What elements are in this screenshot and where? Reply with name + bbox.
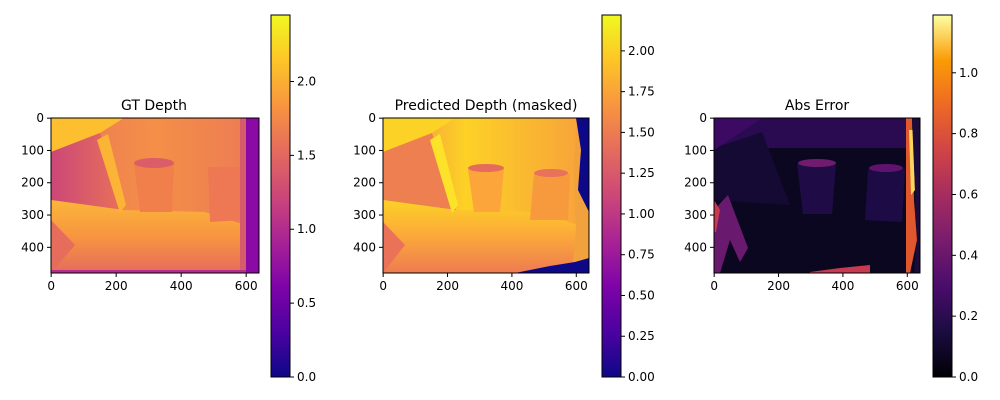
predicted-depth-colorbar-tick-label: 0.50 (628, 288, 655, 302)
predicted-depth-y-tick-label: 0 (368, 111, 376, 125)
gt-depth-image (51, 118, 259, 273)
abs-error-frame (713, 117, 921, 274)
abs-error-x-axis: 0 200 400 600 (710, 273, 919, 293)
gt-depth-colorbar-tick-label: 1.0 (297, 222, 316, 236)
gt-depth-panel: GT Depth 0 200 400 600 0 100 200 300 400 0.0 0.5… (21, 14, 316, 384)
predicted-depth-y-axis: 0 100 200 300 400 (353, 111, 383, 254)
abs-error-y-tick-label: 300 (684, 208, 707, 222)
abs-error-colorbar: 0.0 0.2 0.4 0.6 0.8 1.0 (932, 14, 978, 384)
gt-depth-x-tick-label: 200 (105, 279, 128, 293)
gt-depth-colorbar-ticks: 0.0 0.5 1.0 1.5 2.0 (290, 74, 316, 384)
gt-depth-y-axis: 0 100 200 300 400 (21, 111, 51, 254)
predicted-depth-x-tick-label: 200 (436, 279, 459, 293)
abs-error-colorbar-tick-label: 0.2 (959, 309, 978, 323)
predicted-depth-x-tick-label: 400 (500, 279, 523, 293)
predicted-depth-y-tick-label: 100 (353, 143, 376, 157)
gt-depth-x-tick-label: 0 (47, 279, 55, 293)
gt-depth-colorbar-tick-label: 0.5 (297, 296, 316, 310)
predicted-depth-colorbar-ticks: 0.00 0.25 0.50 0.75 1.00 1.25 1.50 1.75 2.00 (621, 44, 655, 384)
gt-depth-colorbar: 0.0 0.5 1.0 1.5 2.0 (270, 14, 316, 384)
predicted-depth-y-tick-label: 300 (353, 208, 376, 222)
gt-depth-x-tick-label: 600 (235, 279, 258, 293)
abs-error-x-tick-label: 600 (896, 279, 919, 293)
abs-error-colorbar-ticks: 0.0 0.2 0.4 0.6 0.8 1.0 (952, 66, 978, 384)
gt-depth-frame (50, 117, 260, 274)
predicted-depth-colorbar: 0.00 0.25 0.50 0.75 1.00 1.25 1.50 1.75 2.00 (601, 14, 655, 384)
predicted-depth-colorbar-tick-label: 0.25 (628, 329, 655, 343)
predicted-depth-y-tick-label: 200 (353, 176, 376, 190)
predicted-depth-colorbar-tick-label: 1.75 (628, 85, 655, 99)
gt-depth-x-axis: 0 200 400 600 (47, 273, 258, 293)
abs-error-y-tick-label: 400 (684, 240, 707, 254)
abs-error-y-tick-label: 200 (684, 176, 707, 190)
predicted-depth-colorbar-tick-label: 0.75 (628, 248, 655, 262)
abs-error-colorbar-tick-label: 0.8 (959, 127, 978, 141)
abs-error-x-tick-label: 400 (831, 279, 854, 293)
gt-depth-y-tick-label: 200 (21, 176, 44, 190)
gt-depth-y-tick-label: 100 (21, 143, 44, 157)
gt-depth-colorbar-tick-label: 0.0 (297, 370, 316, 384)
gt-depth-colorbar-tick-label: 2.0 (297, 74, 316, 88)
predicted-depth-title: Predicted Depth (masked) (395, 98, 578, 114)
gt-depth-y-tick-label: 400 (21, 240, 44, 254)
abs-error-x-tick-label: 0 (710, 279, 718, 293)
abs-error-title: Abs Error (785, 98, 850, 114)
predicted-depth-x-tick-label: 600 (565, 279, 588, 293)
gt-depth-x-tick-label: 400 (170, 279, 193, 293)
abs-error-colorbar-tick-label: 1.0 (959, 66, 978, 80)
predicted-depth-x-tick-label: 0 (379, 279, 387, 293)
gt-depth-colorbar-tick-label: 1.5 (297, 148, 316, 162)
abs-error-y-tick-label: 0 (699, 111, 707, 125)
predicted-depth-colorbar-tick-label: 0.00 (628, 370, 655, 384)
predicted-depth-colorbar-tick-label: 1.50 (628, 125, 655, 139)
abs-error-colorbar-tick-label: 0.0 (959, 370, 978, 384)
gt-depth-y-tick-label: 0 (36, 111, 44, 125)
abs-error-x-tick-label: 200 (767, 279, 790, 293)
abs-error-image (714, 118, 920, 273)
predicted-depth-y-tick-label: 400 (353, 240, 376, 254)
predicted-depth-image (383, 118, 589, 273)
abs-error-y-tick-label: 100 (684, 143, 707, 157)
predicted-depth-colorbar-tick-label: 2.00 (628, 44, 655, 58)
gt-depth-title: GT Depth (121, 98, 187, 114)
predicted-depth-colorbar-tick-label: 1.25 (628, 166, 655, 180)
gt-depth-y-tick-label: 300 (21, 208, 44, 222)
predicted-depth-colorbar-tick-label: 1.00 (628, 207, 655, 221)
abs-error-colorbar-tick-label: 0.4 (959, 248, 978, 262)
abs-error-colorbar-tick-label: 0.6 (959, 187, 978, 201)
predicted-depth-x-axis: 0 200 400 600 (379, 273, 588, 293)
predicted-depth-panel: Predicted Depth (masked) 0 200 400 600 0 100… (353, 14, 655, 384)
abs-error-y-axis: 0 100 200 300 400 (684, 111, 714, 254)
predicted-depth-frame (382, 117, 590, 274)
